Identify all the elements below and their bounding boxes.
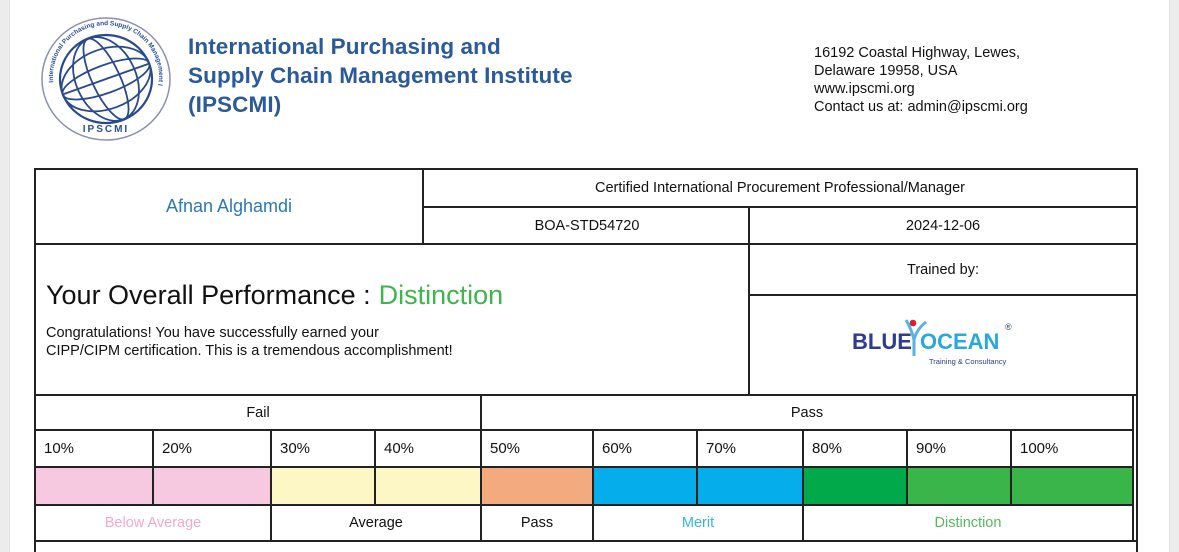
band-10 (36, 468, 152, 504)
institute-name-line: International Purchasing and (188, 34, 501, 59)
pct-30: 30% (280, 440, 311, 457)
congratulations-message: Congratulations! You have successfully e… (46, 325, 453, 360)
pct-90: 90% (916, 440, 947, 457)
divider (36, 429, 1132, 431)
fail-group-label: Fail (246, 405, 270, 421)
rating-merit: Merit (681, 515, 715, 531)
page-left-edge (0, 0, 10, 552)
band-20 (154, 468, 270, 504)
divider (36, 466, 1132, 468)
band-70 (698, 468, 802, 504)
message-line: CIPP/CIPM certification. This is a treme… (46, 342, 453, 359)
pct-50: 50% (490, 440, 521, 457)
divider (592, 431, 594, 541)
issue-date: 2024-12-06 (905, 217, 981, 234)
institute-address: 16192 Coastal Highway, Lewes, Delaware 1… (814, 44, 1028, 116)
band-80 (804, 468, 906, 504)
divider (906, 468, 908, 504)
trainer-logo-word2: OCEAN (920, 329, 999, 354)
pct-20: 20% (162, 440, 193, 457)
page-right-edge (1169, 0, 1179, 552)
band-30 (272, 468, 374, 504)
ipscmi-globe-logo-icon: International Purchasing and Supply Chai… (40, 16, 171, 141)
divider (422, 170, 424, 243)
divider (152, 468, 154, 504)
pct-40: 40% (384, 440, 415, 457)
divider (1010, 468, 1012, 504)
trainer-logo-word1: BLUE (852, 329, 912, 354)
divider (36, 394, 1136, 396)
student-id: BOA-STD54720 (534, 217, 640, 234)
logo-ring-text: International Purchasing and Supply Chai… (40, 16, 164, 86)
blue-ocean-logo-icon: BLUE OCEAN ® Training & Consultancy (852, 319, 1012, 366)
trainer-logo-tagline: Training & Consultancy (929, 357, 1007, 366)
logo-acronym: IPSCMI (83, 124, 129, 135)
divider (424, 206, 1136, 208)
website-link[interactable]: www.ipscmi.org (814, 81, 915, 97)
divider (36, 243, 1136, 245)
rating-below-average: Below Average (104, 515, 202, 531)
band-40 (376, 468, 480, 504)
divider (374, 468, 376, 504)
divider (36, 504, 1132, 506)
divider (480, 396, 482, 540)
pct-100: 100% (1020, 440, 1059, 457)
performance-label: Your Overall Performance : (46, 280, 371, 310)
trained-by-label: Trained by: (907, 262, 979, 278)
pct-10: 10% (44, 440, 75, 457)
candidate-name: Afnan Alghamdi (165, 196, 293, 216)
rating-average: Average (349, 515, 403, 531)
pct-70: 70% (706, 440, 737, 457)
band-90 (908, 468, 1010, 504)
svg-text:International Purchasing and S: International Purchasing and Supply Chai… (40, 16, 164, 86)
divider (696, 468, 698, 504)
divider (748, 208, 750, 396)
rating-distinction: Distinction (934, 515, 1002, 531)
message-line: Congratulations! You have successfully e… (46, 325, 379, 341)
divider (1132, 396, 1134, 542)
overall-performance: Your Overall Performance : Distinction (46, 280, 503, 311)
institute-name-line: (IPSCMI) (188, 92, 282, 117)
pct-80: 80% (812, 440, 843, 457)
certificate-table: Afnan Alghamdi Certified International P… (34, 168, 1138, 552)
band-100 (1012, 468, 1132, 504)
contact-email-link[interactable]: Contact us at: admin@ipscmi.org (814, 99, 1028, 115)
pass-group-label: Pass (790, 405, 824, 421)
address-street: 16192 Coastal Highway, Lewes, (814, 45, 1021, 61)
program-title: Certified International Procurement Prof… (595, 180, 965, 196)
band-50 (482, 468, 592, 504)
performance-value: Distinction (378, 280, 504, 310)
institute-name-line: Supply Chain Management Institute (188, 63, 573, 88)
band-60 (594, 468, 696, 504)
address-city: Delaware 19958, USA (814, 63, 958, 79)
divider (802, 431, 804, 541)
registered-mark: ® (1005, 322, 1012, 332)
pct-60: 60% (602, 440, 633, 457)
institute-name: International Purchasing and Supply Chai… (188, 32, 573, 119)
rating-pass: Pass (520, 515, 554, 531)
divider (270, 431, 272, 541)
divider (36, 540, 1136, 542)
divider (750, 294, 1136, 296)
